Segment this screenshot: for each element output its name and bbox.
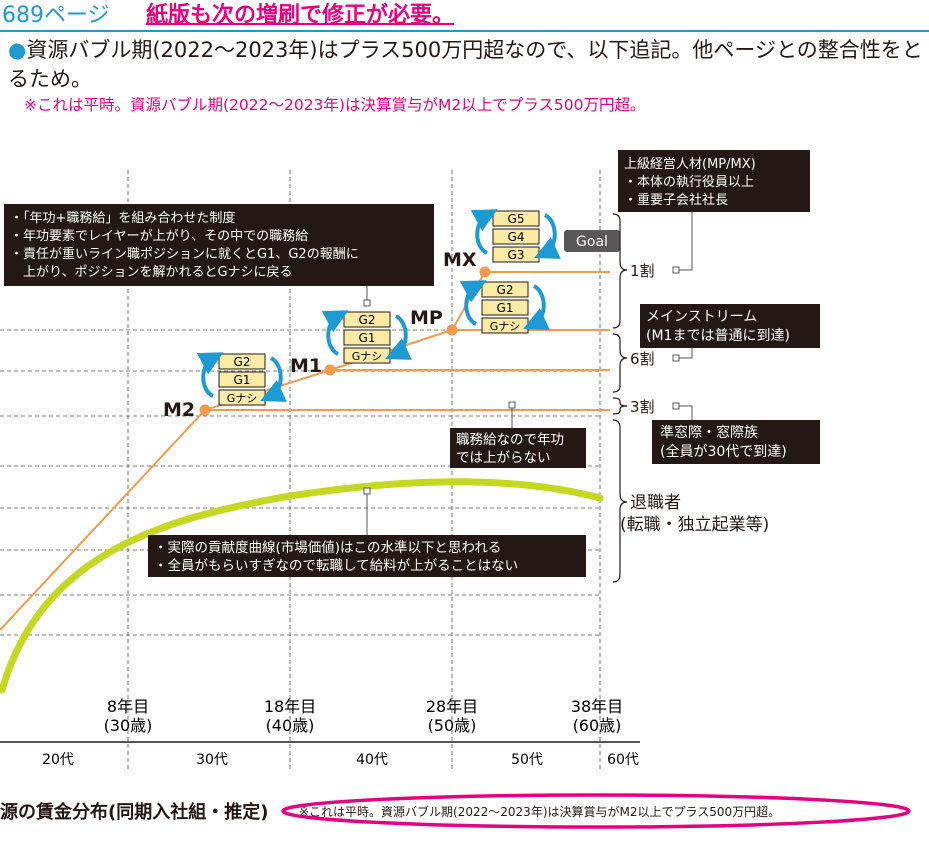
grade-gnashi: Gナシ <box>352 350 383 363</box>
level-points <box>199 266 491 416</box>
grade-stack-m2: G2 G1 Gナシ <box>196 352 287 406</box>
grade-gnashi: Gナシ <box>227 392 258 405</box>
milestone-age: (30歳) <box>104 716 153 735</box>
grade-g1: G1 <box>359 331 376 345</box>
grade-g2: G2 <box>359 313 376 327</box>
decade-label: 30代 <box>196 752 228 768</box>
caption-note: ※これは平時。資源バブル期(2022～2023年)は決算賞与がM2以上でプラス5… <box>299 804 780 819</box>
highlight-ellipse <box>281 793 911 829</box>
exec-talent-box: 上級経営人材(MP/MX) ・本体の執行役員以上 ・重要子会社社長 <box>618 150 810 271</box>
grade-g2: G2 <box>497 283 514 297</box>
mainstream-line-1: メインストリーム <box>646 309 757 325</box>
mainstream-line-2: (M1までは普通に到達) <box>646 328 790 344</box>
caption-title: 源の賃金分布(同期入社組・推定) <box>0 801 268 823</box>
milestone-year: 28年目 <box>426 697 478 716</box>
contribution-curve <box>0 478 604 694</box>
goal-label: Goal <box>576 234 608 250</box>
decade-labels: 20代 30代 40代 50代 60代 <box>42 752 639 768</box>
milestone-age: (60歳) <box>573 716 622 735</box>
exec-line-1: 上級経営人材(MP/MX) <box>624 157 756 172</box>
level-mx: MX <box>443 249 477 271</box>
grade-stack-m1: G2 G1 Gナシ <box>321 310 412 364</box>
goal-badge: Goal <box>564 230 620 252</box>
retirees-sub: (転職・独立起業等) <box>620 515 769 535</box>
milestone-year: 8年目 <box>107 697 149 716</box>
milestone-age: (50歳) <box>428 716 477 735</box>
bracket-connectors <box>672 266 680 410</box>
job-pay-line-1: 職務給なので年功 <box>456 432 564 448</box>
decade-label: 20代 <box>42 752 74 768</box>
top-note: ※これは平時。資源バブル期(2022～2023年)は決算賞与がM2以上でプラス5… <box>24 96 646 114</box>
decade-label: 50代 <box>511 752 543 768</box>
grade-gnashi: Gナシ <box>490 320 521 333</box>
grade-g2: G2 <box>234 355 251 369</box>
bracket-six-tenths: 6割 <box>630 350 655 368</box>
system-line-2: ・年功要素でレイヤーが上がり、その中での職務給 <box>10 229 308 244</box>
system-description-box: ・「年功+職務給」を組み合わせた制度 ・年功要素でレイヤーが上がり、その中での職… <box>4 204 434 307</box>
grade-stack-mx: G5 G4 G3 <box>470 209 561 263</box>
system-line-4: 上がり、ポジションを解かれるとGナシに戻る <box>10 265 293 280</box>
decade-label: 60代 <box>607 752 639 768</box>
retirees-label: 退職者 <box>630 493 681 513</box>
level-m1: M1 <box>290 355 322 377</box>
exec-line-2: ・本体の執行役員以上 <box>624 174 754 190</box>
contribution-line-2: ・全員がもらいすぎなので転職して給料が上がることはない <box>154 557 518 574</box>
decade-label: 40代 <box>356 752 388 768</box>
grade-g5: G5 <box>508 212 525 226</box>
grade-g3: G3 <box>508 248 525 262</box>
contribution-box: ・実際の貢献度曲線(市場価値)はこの水準以下と思われる ・全員がもらいすぎなので… <box>148 487 586 577</box>
window-tribe-box: 準窓際・窓際族 (全員が30代で到達) <box>652 405 820 464</box>
system-line-1: ・「年功+職務給」を組み合わせた制度 <box>10 210 235 226</box>
exec-line-3: ・重要子会社社長 <box>624 192 728 208</box>
page-header: 689ページ 紙版も次の増刷で修正が必要。 <box>0 0 929 32</box>
grade-stack-mp: G2 G1 Gナシ <box>459 280 550 334</box>
job-pay-box: 職務給なので年功 では上がらない <box>450 401 586 468</box>
bullet-dot-icon: ● <box>8 38 27 62</box>
milestone-year: 18年目 <box>264 697 316 716</box>
system-line-3: ・責任が重いライン職ポジションに就くとG1、G2の報酬に <box>10 246 359 262</box>
mainstream-box: メインストリーム (M1までは普通に到達) <box>640 304 820 359</box>
job-pay-line-2: では上がらない <box>456 450 551 466</box>
bullet-text: ●資源バブル期(2022～2023年)はプラス500万円超なので、以下追記。他ペ… <box>8 36 923 94</box>
bracket-one-tenth: 1割 <box>630 262 655 280</box>
milestone-year: 38年目 <box>571 697 623 716</box>
level-mp: MP <box>410 307 443 329</box>
bracket-three-tenths: 3割 <box>630 398 655 416</box>
level-m2: M2 <box>163 399 195 421</box>
x-milestones: 8年目 (30歳) 18年目 (40歳) 28年目 (50歳) 38年目 (60… <box>104 697 624 735</box>
right-brackets <box>612 213 628 583</box>
bullet-sentence: 資源バブル期(2022～2023年)はプラス500万円超なので、以下追記。他ペー… <box>8 38 923 91</box>
contribution-line-1: ・実際の貢献度曲線(市場価値)はこの水準以下と思われる <box>154 539 501 556</box>
grade-g1: G1 <box>497 301 514 315</box>
grade-g4: G4 <box>508 230 525 244</box>
window-line-1: 準窓際・窓際族 <box>660 424 758 441</box>
grade-g1: G1 <box>234 373 251 387</box>
milestone-age: (40歳) <box>266 716 315 735</box>
correction-note: 紙版も次の増刷で修正が必要。 <box>146 3 455 28</box>
window-line-2: (全員が30代で到達) <box>660 443 787 460</box>
page-label: 689ページ <box>2 3 110 28</box>
